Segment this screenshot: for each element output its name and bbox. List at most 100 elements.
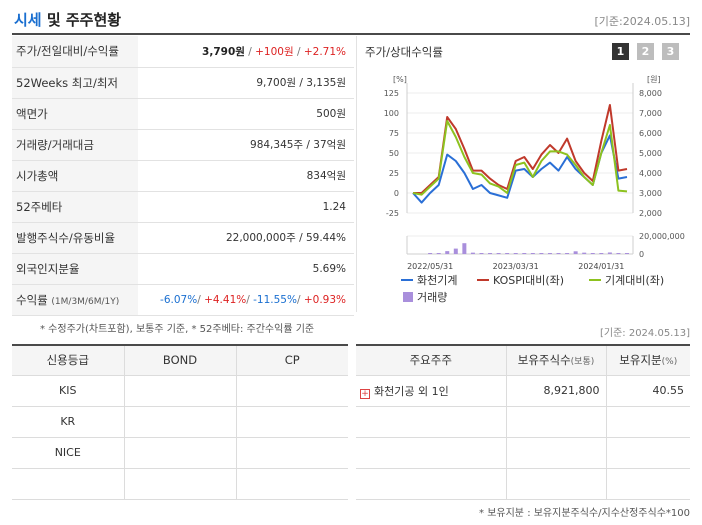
column-header: 보유주식수(보통) (506, 345, 607, 376)
table-row: 주가/전일대비/수익률 3,790원 / +100원 / +2.71% (12, 36, 354, 68)
volume-bar (470, 252, 475, 254)
separator: / (293, 45, 304, 58)
x-tick-label: 2023/03/31 (493, 262, 539, 271)
holder-name-cell: + 화천기공 외 1인 (356, 375, 507, 407)
holder-name[interactable]: 화천기공 외 1인 (374, 384, 449, 398)
volume-bar (479, 253, 484, 254)
left-tick-label: -25 (386, 209, 399, 218)
expand-plus-icon[interactable]: + (360, 388, 370, 399)
right-tick-label: 5,000 (639, 149, 662, 158)
bond-rating (124, 375, 237, 407)
right-tick-label: 8,000 (639, 89, 662, 98)
table-row (356, 468, 690, 500)
row-label: 시가총액 (12, 160, 138, 192)
header-divider (12, 33, 690, 35)
volume-bar (505, 253, 510, 254)
section-title: 시세 및 주주현황 (14, 9, 121, 30)
price-relative-return-chart: [%] [원] 125 8,000 100 7,000 75 6,000 50 5,000 25 4,… (384, 75, 685, 304)
right-tick-label: 7,000 (639, 109, 662, 118)
volume-bar (445, 251, 450, 254)
legend-label: KOSPI대비(좌) (493, 274, 564, 287)
ratio-header: 보유지분 (619, 353, 662, 368)
table-row (356, 406, 690, 438)
volume-bar (496, 253, 501, 254)
chart-page-3-button[interactable]: 3 (662, 43, 679, 60)
legend-label: 거래량 (417, 291, 447, 304)
chart-page-1-button[interactable]: 1 (612, 43, 629, 60)
volume-bar (565, 253, 570, 254)
right-axis-unit: [원] (647, 75, 661, 84)
table-row: KIS (12, 375, 348, 407)
column-header: 보유지분(%) (606, 345, 690, 376)
row-label: 발행주식수/유동비율 (12, 222, 138, 254)
volume-bar (539, 253, 544, 254)
table-row: 발행주식수/유동비율 22,000,000주 / 59.44% (12, 222, 354, 254)
empty-cell (356, 437, 507, 469)
column-header: CP (236, 345, 348, 376)
price-change: +100원 (255, 45, 294, 58)
empty-cell (506, 437, 607, 469)
volume-bar (590, 253, 595, 254)
series-line (412, 120, 628, 196)
bond-rating (124, 468, 237, 500)
ratio-header-unit: (%) (661, 357, 678, 368)
current-price: 3,790원 (202, 45, 245, 58)
right-tick-label: 4,000 (639, 169, 662, 178)
volume-bar (625, 253, 629, 254)
left-tick-label: 25 (389, 169, 399, 178)
chart-title: 주가/상대수익률 (365, 45, 443, 59)
table-row: 시가총액 834억원 (12, 160, 354, 192)
returns-value: -6.07%/ +4.41%/ -11.55%/ +0.93% (138, 284, 354, 316)
quote-info-table: 주가/전일대비/수익률 3,790원 / +100원 / +2.71% 52We… (12, 36, 354, 316)
volume-tick-label: 20,000,000 (639, 232, 685, 241)
table-row: KR (12, 406, 348, 438)
returns-periods: (1M/3M/6M/1Y) (51, 296, 120, 307)
separator: / (246, 293, 254, 306)
volume-bar (556, 253, 561, 254)
chart-panel: 주가/상대수익률 1 2 3 [%] [원] 125 8,000 100 7,000 75 6… (356, 36, 690, 312)
left-tick-label: 75 (389, 129, 399, 138)
return-3m: +4.41% (204, 293, 247, 306)
returns-label: 수익률 (16, 292, 48, 307)
legend-swatch (403, 292, 413, 302)
volume-bar (488, 253, 493, 254)
chart-note: * 수정주가(차트포함), 보통주 기준, * 52주베타: 주간수익률 기준 (40, 324, 315, 335)
agency-name: KIS (12, 375, 125, 407)
empty-cell (606, 468, 690, 500)
column-header: 주요주주 (356, 345, 507, 376)
x-tick-label: 2024/01/31 (578, 262, 624, 271)
row-label: 52Weeks 최고/최저 (12, 67, 138, 99)
section-title-accent: 시세 (14, 11, 42, 29)
row-label: 주가/전일대비/수익률 (12, 36, 138, 68)
row-value: 1.24 (138, 191, 354, 223)
x-tick-label: 2022/05/31 (407, 262, 453, 271)
volume-bar (616, 253, 621, 254)
table-row: + 화천기공 외 1인 8,921,800 40.55 (356, 375, 690, 407)
credit-rating-table: 신용등급 BOND CP KIS KR NICE (12, 344, 348, 500)
volume-bar (573, 251, 578, 254)
volume-bar (522, 253, 527, 254)
volume-bar (599, 253, 604, 254)
table-row: NICE (12, 437, 348, 469)
ownership-footnote: * 보유지분 : 보유지분주식수/지수산정주식수*100 (479, 508, 690, 519)
row-label: 액면가 (12, 98, 138, 130)
cp-rating (236, 375, 348, 407)
separator: / (244, 45, 256, 58)
shares-header: 보유주식수 (517, 353, 571, 368)
column-header: 신용등급 (12, 345, 125, 376)
empty-cell (506, 406, 607, 438)
holder-ratio: 40.55 (606, 375, 690, 407)
agency-name: NICE (12, 437, 125, 469)
right-tick-label: 3,000 (639, 189, 662, 198)
volume-bar (428, 253, 433, 254)
chart-page-2-button[interactable]: 2 (637, 43, 654, 60)
section-header: 시세 및 주주현황 [기준:2024.05.13] (0, 0, 702, 35)
table-row: 거래량/거래대금 984,345주 / 37억원 (12, 129, 354, 161)
volume-bar (547, 253, 552, 254)
row-value: 5.69% (138, 253, 354, 285)
table-header-row: 주요주주 보유주식수(보통) 보유지분(%) (356, 345, 690, 376)
left-tick-label: 50 (389, 149, 399, 158)
volume-tick-label: 0 (639, 250, 644, 259)
volume-bar (453, 248, 458, 254)
major-shareholders-table: 주요주주 보유주식수(보통) 보유지분(%) + 화천기공 외 1인 8,921,… (356, 344, 690, 500)
